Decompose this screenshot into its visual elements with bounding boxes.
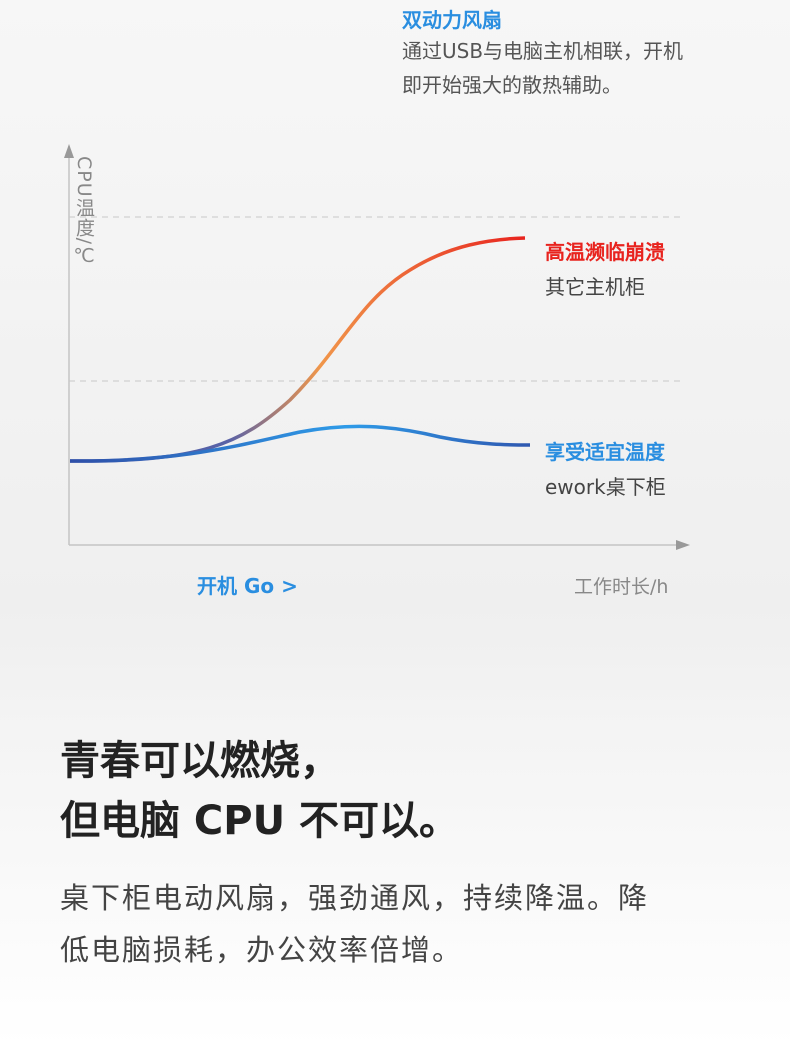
feature-title: 双动力风扇 [402, 8, 502, 32]
start-label: 开机 Go > [197, 574, 298, 598]
chart: CPU温度/℃ [64, 144, 690, 550]
body-line: 桌下柜电动风扇，强劲通风，持续降温。降 [60, 881, 650, 915]
cool-curve [69, 424, 531, 463]
x-label: 工作时长/h [574, 576, 669, 598]
x-arrow [676, 540, 690, 550]
hot-curve [69, 236, 526, 463]
body-line: 低电脑损耗，办公效率倍增。 [60, 933, 464, 967]
y-arrow [64, 144, 74, 158]
low-subtitle: ework桌下柜 [545, 475, 666, 499]
high-subtitle: 其它主机柜 [545, 275, 645, 299]
headline: 青春可以燃烧， [60, 738, 340, 784]
low-title: 享受适宜温度 [545, 440, 665, 464]
feature-line: 即开始强大的散热辅助。 [402, 73, 622, 97]
headline: 但电脑 CPU 不可以。 [60, 798, 460, 844]
feature-line: 通过USB与电脑主机相联，开机 [402, 39, 684, 63]
y-label: CPU温度/℃ [73, 156, 95, 268]
high-title: 高温濒临崩溃 [545, 240, 665, 264]
